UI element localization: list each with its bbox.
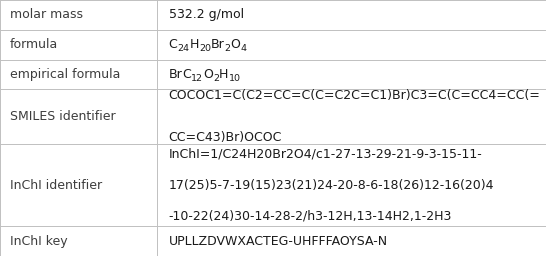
- Text: C: C: [182, 68, 191, 81]
- Text: 532.2 g/mol: 532.2 g/mol: [169, 8, 244, 22]
- Text: 17(25)5-7-19(15)23(21)24-20-8-6-18(26)12-16(20)4: 17(25)5-7-19(15)23(21)24-20-8-6-18(26)12…: [169, 179, 494, 192]
- Text: 4: 4: [240, 44, 246, 53]
- Text: 2: 2: [213, 74, 219, 83]
- Text: C: C: [169, 38, 177, 51]
- Text: 24: 24: [177, 44, 189, 53]
- Text: O: O: [230, 38, 240, 51]
- Text: 20: 20: [199, 44, 211, 53]
- Text: empirical formula: empirical formula: [10, 68, 120, 81]
- Text: Br: Br: [169, 68, 182, 81]
- Text: CC=C43)Br)OCOC: CC=C43)Br)OCOC: [169, 131, 282, 144]
- Text: H: H: [219, 68, 228, 81]
- Text: molar mass: molar mass: [10, 8, 83, 22]
- Text: formula: formula: [10, 38, 58, 51]
- Text: SMILES identifier: SMILES identifier: [10, 110, 115, 123]
- Text: InChI identifier: InChI identifier: [10, 179, 102, 192]
- Text: H: H: [189, 38, 199, 51]
- Text: UPLLZDVWXACTEG-UHFFFAOYSA-N: UPLLZDVWXACTEG-UHFFFAOYSA-N: [169, 234, 388, 248]
- Text: InChI=1/C24H20Br2O4/c1-27-13-29-21-9-3-15-11-: InChI=1/C24H20Br2O4/c1-27-13-29-21-9-3-1…: [169, 148, 483, 161]
- Text: InChI key: InChI key: [10, 234, 68, 248]
- Text: 12: 12: [191, 74, 203, 83]
- Text: O: O: [203, 68, 213, 81]
- Text: 2: 2: [224, 44, 230, 53]
- Text: 10: 10: [228, 74, 240, 83]
- Text: Br: Br: [211, 38, 224, 51]
- Text: -10-22(24)30-14-28-2/h3-12H,13-14H2,1-2H3: -10-22(24)30-14-28-2/h3-12H,13-14H2,1-2H…: [169, 210, 452, 223]
- Text: COCOC1=C(C2=CC=C(C=C2C=C1)Br)C3=C(C=CC4=CC(=: COCOC1=C(C2=CC=C(C=C2C=C1)Br)C3=C(C=CC4=…: [169, 89, 541, 102]
